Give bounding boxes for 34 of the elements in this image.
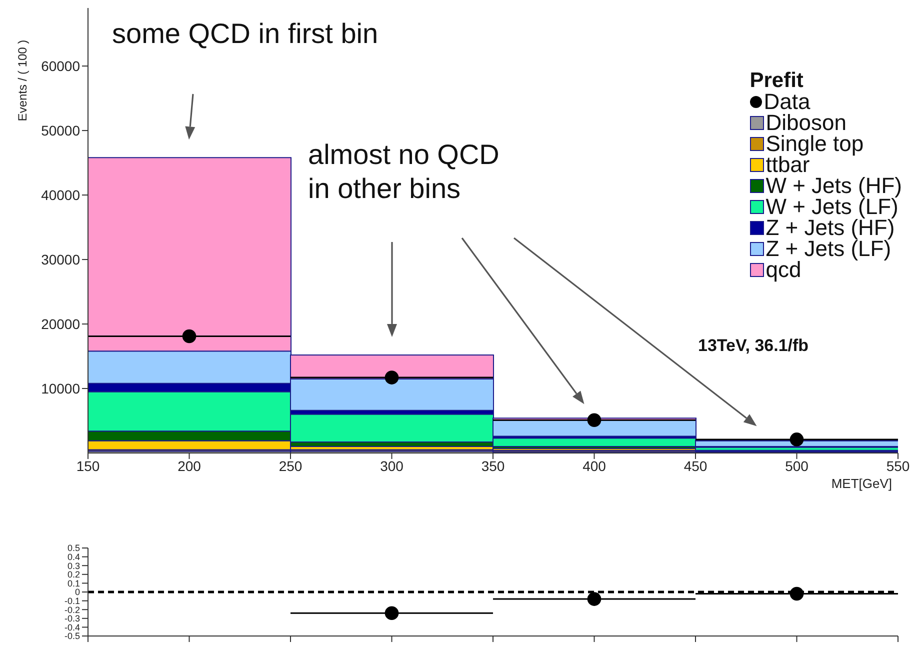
- y-tick-label: -0.3: [64, 614, 80, 624]
- y-tick-label: 20000: [41, 316, 80, 332]
- annotation: 13TeV, 36.1/fb: [698, 336, 809, 356]
- y-tick-label: -0.1: [64, 596, 80, 606]
- y-tick-label: 40000: [41, 187, 80, 203]
- y-tick-label: 60000: [41, 58, 80, 74]
- x-tick-label: 450: [684, 458, 708, 474]
- y-tick-label: -0.5: [64, 631, 80, 642]
- annotation: some QCD in first bin: [112, 18, 378, 50]
- y-tick-label: -0.2: [64, 604, 80, 615]
- y-tick-label: 0.1: [67, 578, 80, 588]
- x-tick-label: 150: [76, 458, 100, 474]
- x-axis-title: MET[GeV]: [831, 476, 892, 491]
- y-tick-label: 0.5: [67, 543, 80, 554]
- x-tick-label: 300: [380, 458, 404, 474]
- x-tick-label: 550: [886, 458, 910, 474]
- y-tick-label: 30000: [41, 251, 80, 268]
- y-tick-label: 50000: [41, 122, 80, 139]
- y-tick-label: 10000: [41, 380, 80, 396]
- x-tick-label: 500: [785, 458, 809, 474]
- y-tick-label: 0.4: [67, 552, 80, 562]
- x-tick-label: 200: [178, 458, 202, 474]
- x-tick-label: 250: [278, 458, 302, 474]
- y-tick-label: 0.3: [67, 560, 80, 571]
- annotation: almost no QCD in other bins: [308, 138, 500, 206]
- legend-label: W + Jets (HF): [766, 173, 902, 198]
- y-tick-label: -0.4: [64, 622, 80, 632]
- y-tick-label: 0: [74, 587, 80, 598]
- x-tick-label: 400: [582, 458, 606, 474]
- legend-title: Prefit: [750, 69, 804, 92]
- y-axis-title: Events / ( 100 ): [15, 40, 30, 122]
- y-tick-label: 0.2: [67, 570, 80, 580]
- legend-label: qcd: [766, 257, 802, 282]
- x-tick-label: 350: [481, 458, 505, 474]
